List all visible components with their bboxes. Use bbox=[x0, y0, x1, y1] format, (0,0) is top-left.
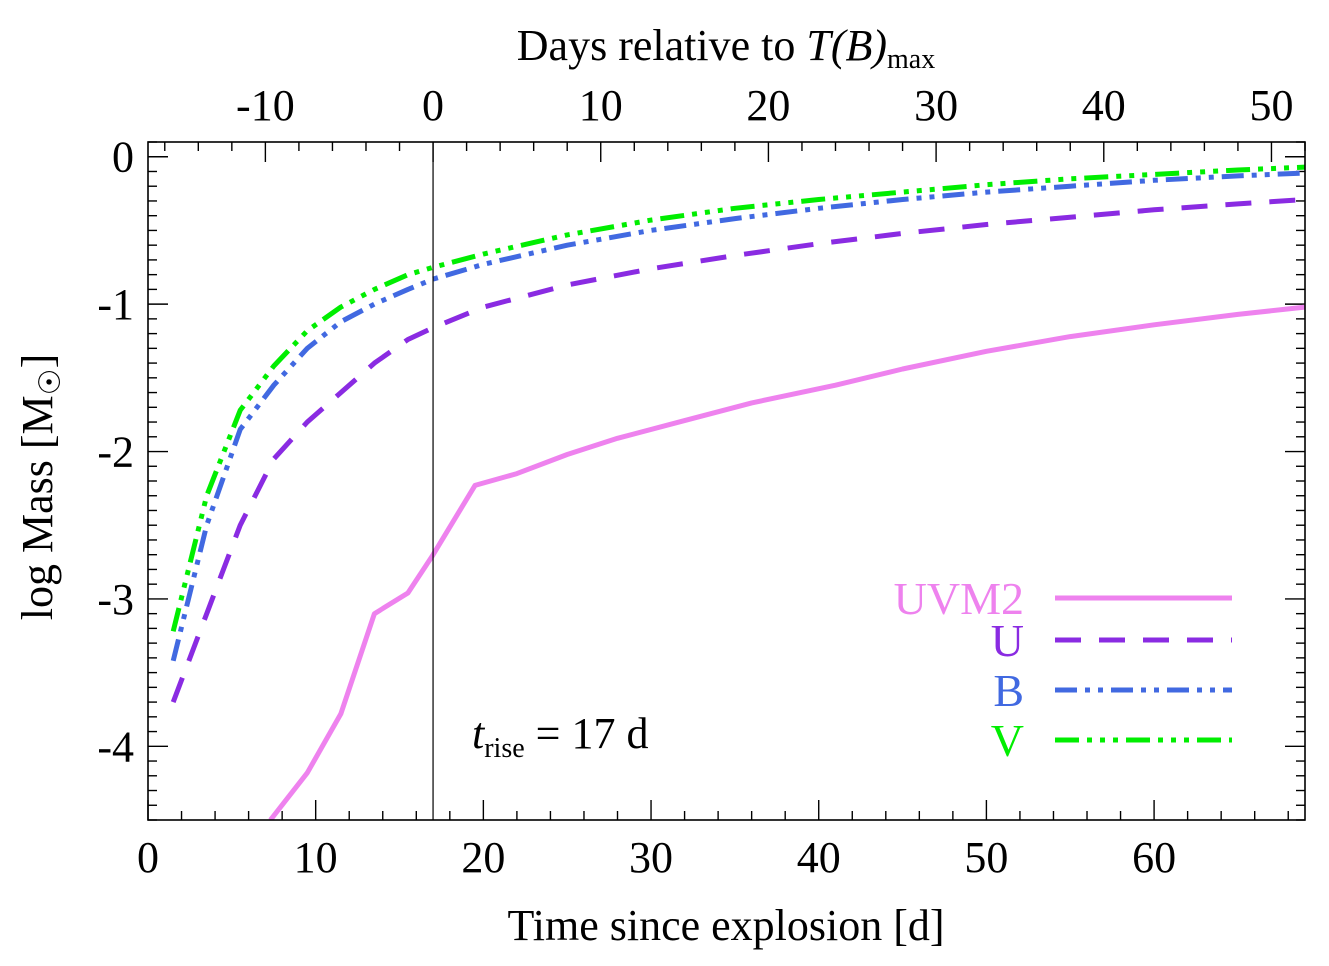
top-tick-label: 40 bbox=[1082, 81, 1126, 130]
x-tick-label: 40 bbox=[797, 833, 841, 882]
series-b-line bbox=[170, 170, 1305, 662]
x-tick-label: 0 bbox=[137, 833, 159, 882]
series-v-line bbox=[170, 164, 1305, 632]
legend-label-v: V bbox=[991, 715, 1024, 766]
y-tick-label: -2 bbox=[97, 428, 134, 477]
sun-symbol-icon: ☉ bbox=[34, 368, 67, 395]
top-axis-title-main: Days relative to bbox=[517, 21, 807, 70]
rise-time-value: = 17 d bbox=[525, 709, 649, 758]
series-uvm2-line bbox=[268, 304, 1305, 820]
legend-label-u: U bbox=[991, 615, 1024, 666]
top-tick-label: 30 bbox=[914, 81, 958, 130]
legend-label-uvm2: UVM2 bbox=[894, 573, 1024, 624]
top-tick-label: 10 bbox=[579, 81, 623, 130]
rise-time-subscript: rise bbox=[484, 733, 524, 764]
x-axis-title: Time since explosion [d] bbox=[507, 901, 944, 950]
top-tick-label: -10 bbox=[236, 81, 295, 130]
rise-time-symbol: t bbox=[472, 709, 486, 758]
x-tick-label: 10 bbox=[294, 833, 338, 882]
y-tick-label: 0 bbox=[112, 133, 134, 182]
x-tick-label: 30 bbox=[629, 833, 673, 882]
rise-time-annotation: trise = 17 d bbox=[472, 709, 649, 764]
axis-ticks bbox=[147, 141, 1306, 821]
y-tick-label: -1 bbox=[97, 280, 134, 329]
x-tick-label: 60 bbox=[1132, 833, 1176, 882]
top-tick-label: 20 bbox=[746, 81, 790, 130]
series-u-line bbox=[170, 197, 1305, 703]
series-lines bbox=[170, 164, 1305, 820]
y-axis-title-main: log Mass [M bbox=[13, 395, 62, 620]
y-axis-title-close: ] bbox=[13, 354, 62, 369]
y-tick-label: -4 bbox=[97, 722, 134, 771]
top-axis-title-italic: T(B) bbox=[806, 21, 887, 70]
top-tick-label: 0 bbox=[422, 81, 444, 130]
top-axis-title: Days relative to T(B)max bbox=[517, 21, 935, 75]
y-axis-title: log Mass [M☉] bbox=[13, 354, 67, 620]
legend-label-b: B bbox=[993, 665, 1024, 716]
top-axis-title-subscript: max bbox=[887, 44, 935, 75]
plot-frame bbox=[147, 141, 1306, 821]
top-tick-label: 50 bbox=[1249, 81, 1293, 130]
tick-labels: 0 10 20 30 40 50 60 -10 0 10 20 30 40 50 0 -1 -2 -3 -4 bbox=[97, 81, 1293, 882]
x-tick-label: 20 bbox=[461, 833, 505, 882]
y-tick-label: -3 bbox=[97, 575, 134, 624]
x-tick-label: 50 bbox=[964, 833, 1008, 882]
